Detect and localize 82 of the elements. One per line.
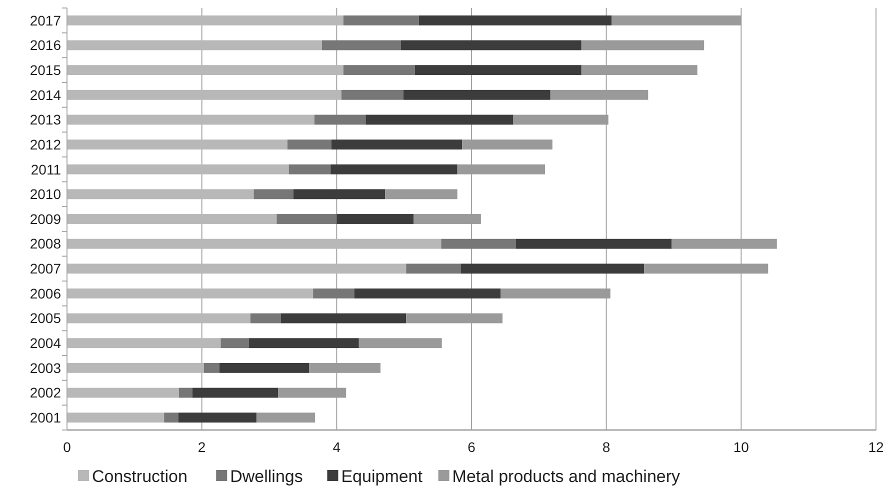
- legend-label: Dwellings: [230, 467, 303, 486]
- bar: [294, 189, 386, 200]
- bar: [385, 189, 458, 200]
- bar: [331, 140, 462, 150]
- y-tick-label: 2004: [30, 335, 62, 352]
- bar: [336, 214, 414, 224]
- bar: [67, 288, 314, 298]
- bar: [358, 338, 442, 348]
- x-tick-label: 12: [868, 439, 884, 455]
- bar: [67, 40, 322, 50]
- y-tick-label: 2003: [30, 360, 62, 376]
- bar: [341, 90, 404, 100]
- bar: [287, 140, 332, 150]
- y-tick-label: 2007: [30, 260, 62, 277]
- bar: [288, 164, 331, 174]
- legend-label: Equipment: [341, 467, 423, 486]
- bar: [67, 412, 164, 423]
- y-tick-label: 2006: [30, 285, 62, 302]
- bar: [256, 412, 316, 423]
- bar: [250, 313, 281, 324]
- y-tick-label: 2011: [30, 161, 62, 178]
- bar: [460, 264, 644, 274]
- bar: [354, 288, 500, 298]
- bar: [322, 40, 401, 50]
- y-tick-label: 2009: [30, 210, 62, 227]
- bar: [67, 388, 179, 398]
- y-tick-label: 2005: [30, 310, 62, 326]
- y-tick-label: 2008: [30, 236, 62, 252]
- legend-label: Construction: [92, 467, 188, 486]
- y-tick-label: 2017: [30, 12, 62, 28]
- bar: [192, 388, 278, 398]
- bar: [343, 15, 419, 26]
- bar: [67, 238, 442, 249]
- x-tick-label: 4: [332, 439, 341, 455]
- x-tick-label: 8: [602, 439, 610, 455]
- bar: [67, 15, 344, 26]
- y-tick-label: 2012: [30, 136, 62, 152]
- y-tick-label: 2016: [30, 37, 62, 54]
- bar: [67, 65, 344, 76]
- bar: [330, 164, 458, 174]
- y-tick-label: 2014: [30, 86, 62, 103]
- bar: [178, 388, 192, 398]
- bar: [204, 362, 220, 373]
- bar: [67, 264, 406, 274]
- bar: [67, 214, 277, 224]
- bar: [178, 412, 256, 423]
- bar: [313, 288, 354, 298]
- y-tick-label: 2015: [30, 62, 62, 78]
- bar: [366, 114, 514, 125]
- y-tick-label: 2010: [30, 186, 62, 202]
- y-tick-label: 2013: [30, 112, 62, 128]
- bar: [418, 15, 612, 26]
- bar: [67, 362, 204, 373]
- bar: [441, 238, 516, 249]
- bar: [254, 189, 294, 200]
- bar: [67, 140, 288, 150]
- legend-label: Metal products and machinery: [452, 467, 681, 486]
- bar: [406, 264, 461, 274]
- x-tick-label: 6: [468, 439, 476, 455]
- x-tick-label: 2: [198, 439, 206, 455]
- y-tick-label: 2002: [30, 384, 62, 401]
- y-tick-label: 2001: [30, 409, 62, 426]
- bar: [67, 338, 221, 348]
- bar: [403, 90, 550, 100]
- bar: [516, 238, 672, 249]
- bar: [249, 338, 359, 348]
- bar: [67, 90, 342, 100]
- bar: [164, 412, 178, 423]
- bar: [220, 338, 250, 348]
- bar: [219, 362, 310, 373]
- bar: [280, 313, 406, 324]
- bar: [67, 164, 289, 174]
- bar: [400, 40, 582, 50]
- bar: [67, 114, 314, 125]
- bar: [343, 65, 415, 76]
- x-tick-label: 10: [733, 439, 750, 455]
- bar: [67, 189, 254, 200]
- bar: [67, 313, 250, 324]
- x-tick-label: 0: [63, 439, 72, 455]
- bar: [414, 65, 582, 76]
- bar: [314, 114, 366, 125]
- bar: [276, 214, 337, 224]
